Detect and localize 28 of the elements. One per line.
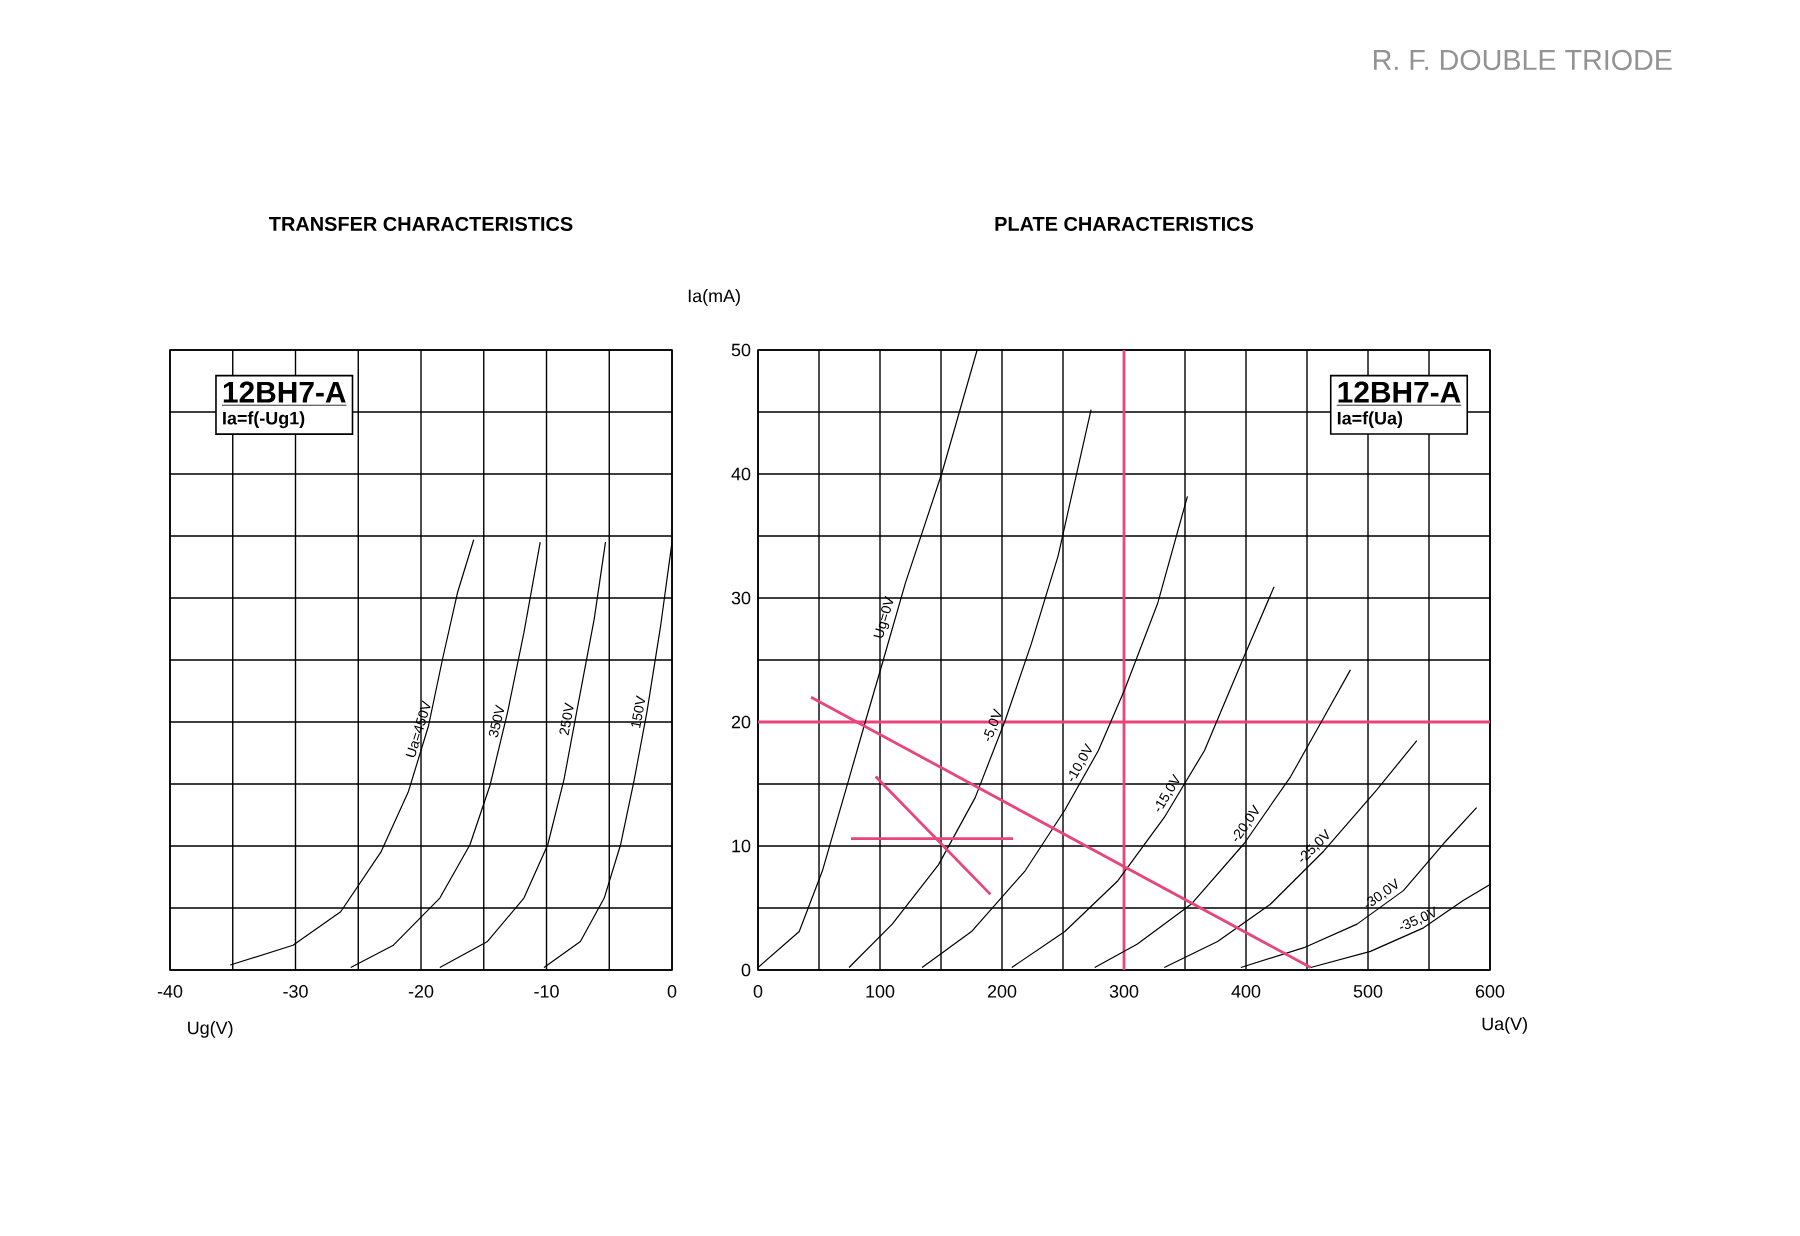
x-axis-title: Ua(V) [1482, 1017, 1527, 1034]
x-tick-label: -20 [408, 985, 434, 998]
annotation: 12BH7-A [1338, 381, 1461, 403]
chart-title: PLATE CHARACTERISTICS [995, 216, 1254, 231]
x-tick-label: 300 [1109, 985, 1139, 998]
y-tick-label: 0 [741, 963, 751, 977]
x-tick-label: 0 [753, 985, 763, 998]
x-tick-label: 500 [1353, 985, 1383, 998]
y-tick-label: 50 [731, 343, 751, 357]
text: R. F. DOUBLE TRIODE [1374, 49, 1672, 71]
annotation: 12BH7-A [223, 381, 346, 403]
y-tick-label: 10 [732, 839, 751, 853]
y-tick-label: 40 [731, 467, 751, 481]
x-tick-label: -30 [283, 985, 308, 998]
x-tick-label: -10 [534, 985, 559, 998]
x-tick-label: -40 [157, 985, 183, 998]
x-tick-label: 0 [667, 985, 677, 998]
x-tick-label: 100 [866, 985, 895, 998]
x-tick-label: 600 [1475, 985, 1505, 998]
annotation: Ia=f(-Ug1) [223, 411, 305, 429]
x-tick-label: 200 [987, 985, 1017, 998]
x-axis-title: Ug(V) [188, 1021, 233, 1038]
x-tick-label: 400 [1231, 985, 1261, 998]
y-tick-label: 20 [731, 715, 751, 729]
annotation: Ia=f(Ua) [1337, 411, 1403, 429]
y-axis-title: Ia(mA) [688, 289, 740, 306]
y-tick-label: 30 [731, 591, 751, 605]
chart-title: TRANSFER CHARACTERISTICS [269, 216, 573, 231]
